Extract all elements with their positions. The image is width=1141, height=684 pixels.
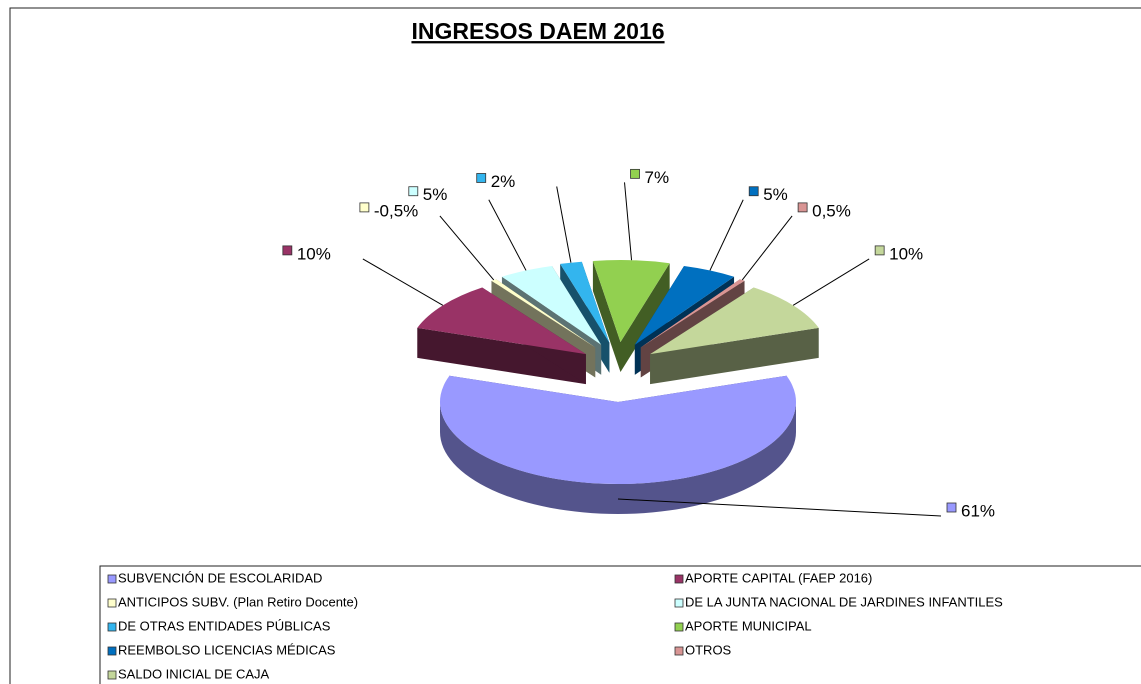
label-swatch xyxy=(874,245,885,256)
slice-side xyxy=(417,327,586,385)
label-swatch xyxy=(359,202,370,213)
legend-swatch xyxy=(674,574,684,584)
slice-top xyxy=(560,261,610,343)
data-label: 0,5% xyxy=(812,201,851,220)
slice xyxy=(439,375,796,514)
label-swatch xyxy=(476,173,487,183)
slice xyxy=(592,260,670,373)
data-label: 2% xyxy=(491,172,516,191)
legend-label: REEMBOLSO LICENCIAS MÉDICAS xyxy=(118,642,336,657)
label-swatch xyxy=(282,245,293,256)
slice xyxy=(650,287,819,385)
legend-label: SALDO INICIAL DE CAJA xyxy=(118,666,270,681)
legend-swatch xyxy=(107,646,117,656)
slice-top xyxy=(417,287,586,355)
slice-top xyxy=(491,279,596,348)
data-label: 5% xyxy=(763,185,788,204)
label-swatch xyxy=(630,168,640,179)
legend-swatch xyxy=(107,670,117,680)
slice-top xyxy=(634,265,735,345)
leader-line xyxy=(488,199,527,271)
leader-line xyxy=(741,215,793,281)
legend-label: SUBVENCIÓN DE ESCOLARIDAD xyxy=(118,570,322,585)
leader-line xyxy=(556,186,572,263)
legend-swatch xyxy=(107,622,117,632)
leader-line xyxy=(439,215,495,281)
legend-swatch xyxy=(107,598,117,608)
data-label: 7% xyxy=(645,168,670,187)
legend-swatch xyxy=(674,646,684,656)
data-label: 61% xyxy=(961,501,995,520)
leader-line xyxy=(709,199,744,271)
slice-side xyxy=(592,261,621,373)
leader-line xyxy=(617,498,942,517)
label-swatch xyxy=(408,186,419,197)
slice-side xyxy=(650,327,819,385)
slice-top xyxy=(650,287,819,355)
legend-label: ANTICIPOS SUBV. (Plan Retiro Docente) xyxy=(118,594,358,609)
leader-line xyxy=(624,182,633,261)
legend-label: DE OTRAS ENTIDADES PÚBLICAS xyxy=(118,618,331,633)
label-swatch xyxy=(748,186,759,197)
slice-top xyxy=(439,375,796,484)
slice xyxy=(417,287,586,385)
slice-top xyxy=(501,265,602,345)
slice-top xyxy=(640,279,745,348)
data-label: -0,5% xyxy=(374,201,418,220)
legend-swatch xyxy=(674,622,684,632)
label-swatch xyxy=(946,502,957,513)
label-swatch xyxy=(797,202,808,213)
leader-line xyxy=(362,258,444,306)
slice-side xyxy=(440,402,796,514)
legend-label: OTROS xyxy=(685,642,732,657)
data-label: 5% xyxy=(423,185,448,204)
legend-swatch xyxy=(107,574,117,584)
slice-top xyxy=(592,260,670,343)
leader-line xyxy=(792,258,870,306)
legend-label: APORTE CAPITAL (FAEP 2016) xyxy=(685,570,872,585)
chart-title: INGRESOS DAEM 2016 xyxy=(411,18,664,44)
data-label: 10% xyxy=(297,244,331,263)
slice-side xyxy=(620,263,670,373)
legend-label: DE LA JUNTA NACIONAL DE JARDINES INFANTI… xyxy=(685,594,1003,609)
legend-label: APORTE MUNICIPAL xyxy=(685,618,812,633)
legend-swatch xyxy=(674,598,684,608)
data-label: 10% xyxy=(889,244,923,263)
legend-box xyxy=(99,565,1141,684)
